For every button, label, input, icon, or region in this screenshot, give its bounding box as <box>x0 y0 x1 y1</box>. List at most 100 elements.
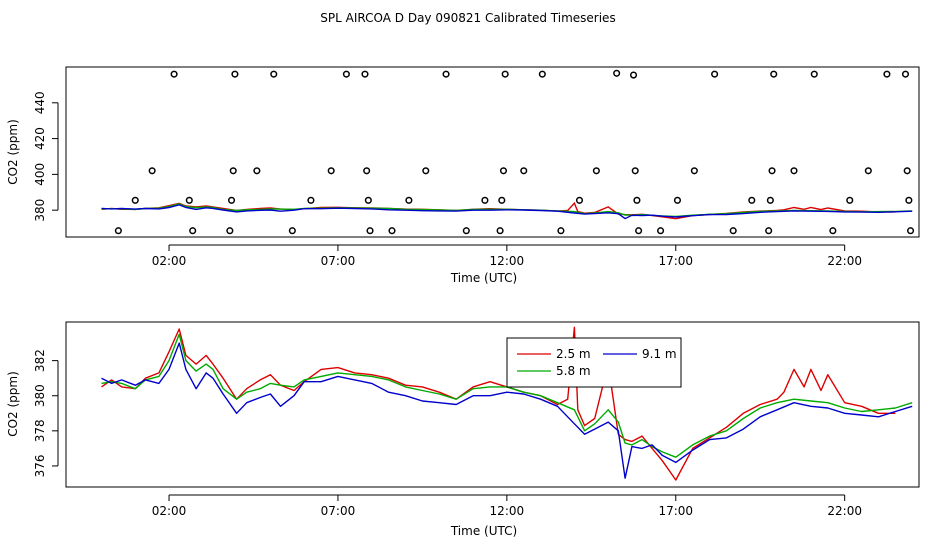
calibration-marker <box>131 196 139 204</box>
calibration-marker <box>366 227 374 235</box>
calibration-marker <box>883 70 891 78</box>
calibration-marker <box>557 227 565 235</box>
bottom-x-axis-label: Time (UTC) <box>450 524 517 538</box>
top-y-axis-label: CO2 (ppm) <box>6 119 20 185</box>
calibration-marker <box>690 167 698 175</box>
calibration-marker <box>575 196 584 204</box>
calibration-marker <box>729 227 737 235</box>
y-tick-label: 400 <box>33 163 47 186</box>
bottom-x-axis: 02:00 07:00 12:00 17:00 22:00 <box>152 494 862 518</box>
calibration-marker <box>673 196 682 204</box>
calibration-marker <box>520 167 528 175</box>
calibration-marker <box>342 70 350 78</box>
y-tick-label: 376 <box>33 454 47 477</box>
calibration-marker <box>270 70 278 78</box>
calibration-marker <box>226 227 234 235</box>
y-tick-label: 380 <box>33 384 47 407</box>
calibration-marker <box>501 70 509 78</box>
x-tick-label: 12:00 <box>490 254 525 268</box>
calibration-marker <box>327 167 335 175</box>
calibration-marker <box>613 69 621 77</box>
bottom-y-axis: 376 378 380 382 <box>33 349 59 477</box>
calibration-marker <box>901 70 910 78</box>
calibration-marker <box>227 196 236 204</box>
top-data-markers <box>114 69 915 235</box>
calibration-marker <box>307 196 315 204</box>
calibration-marker <box>364 196 372 204</box>
calibration-marker <box>422 167 430 175</box>
calibration-marker <box>748 196 756 204</box>
calibration-marker <box>770 70 778 78</box>
x-tick-label: 07:00 <box>321 504 356 518</box>
calibration-marker <box>361 70 369 78</box>
y-tick-label: 380 <box>33 199 47 222</box>
legend: 2.5 m 5.8 m 9.1 m <box>506 337 682 388</box>
y-tick-label: 420 <box>33 127 47 150</box>
calibration-marker <box>253 167 261 175</box>
calibration-marker <box>629 71 638 79</box>
calibration-marker <box>442 70 450 78</box>
bottom-plot-frame <box>65 321 920 488</box>
legend-label-5-8m: 5.8 m <box>556 364 591 378</box>
x-tick-label: 07:00 <box>321 254 356 268</box>
calibration-marker <box>765 227 773 235</box>
top-x-axis-label: Time (UTC) <box>450 271 517 285</box>
top-series-line-5-8-m <box>101 203 913 218</box>
chart-title: SPL AIRCOA D Day 090821 Calibrated Times… <box>320 11 615 25</box>
calibration-marker <box>829 227 837 235</box>
calibration-marker <box>462 227 470 235</box>
calibration-marker <box>170 70 178 78</box>
top-data-lines <box>101 201 913 220</box>
calibration-marker <box>496 227 504 235</box>
bottom-data-lines <box>101 326 913 481</box>
calibration-marker <box>631 167 639 175</box>
calibration-marker <box>498 196 506 204</box>
bottom-y-axis-label: CO2 (ppm) <box>6 371 20 437</box>
calibration-marker <box>633 196 641 204</box>
calibration-marker <box>864 167 872 175</box>
calibration-marker <box>768 167 776 175</box>
calibration-marker <box>363 167 371 175</box>
calibration-marker <box>905 196 913 204</box>
calibration-marker <box>388 227 396 235</box>
calibration-marker <box>790 167 798 175</box>
top-series-line-9-1-m <box>101 204 913 220</box>
series-line-5-8-m <box>101 333 913 458</box>
y-tick-label: 382 <box>33 349 47 372</box>
x-tick-label: 02:00 <box>152 254 187 268</box>
calibration-marker <box>189 227 197 235</box>
x-tick-label: 17:00 <box>658 254 693 268</box>
calibration-marker <box>635 227 643 235</box>
calibration-marker <box>499 167 508 175</box>
top-panel: 02:00 07:00 12:00 17:00 22:00 380 400 420 440 T… <box>6 66 920 285</box>
calibration-marker <box>481 196 489 204</box>
legend-label-9-1m: 9.1 m <box>642 347 677 361</box>
x-tick-label: 22:00 <box>827 504 862 518</box>
calibration-marker <box>229 167 237 175</box>
legend-box <box>506 337 682 388</box>
series-line-9-1-m <box>101 342 913 479</box>
x-tick-label: 12:00 <box>490 504 525 518</box>
calibration-marker <box>114 227 122 235</box>
x-tick-label: 02:00 <box>152 504 187 518</box>
calibration-marker <box>711 70 719 78</box>
y-tick-label: 440 <box>33 91 47 114</box>
calibration-marker <box>592 167 600 175</box>
calibration-marker <box>903 167 911 175</box>
calibration-marker <box>231 70 239 78</box>
top-plot-frame <box>65 66 920 238</box>
calibration-marker <box>907 227 915 235</box>
top-y-axis: 380 400 420 440 <box>33 91 59 222</box>
y-tick-label: 378 <box>33 419 47 442</box>
calibration-marker <box>538 70 546 78</box>
calibration-marker <box>288 227 296 235</box>
calibration-marker <box>766 196 774 204</box>
calibration-marker <box>657 227 665 235</box>
x-tick-label: 17:00 <box>658 504 693 518</box>
calibration-marker <box>185 196 193 204</box>
calibration-marker <box>148 167 156 175</box>
top-x-axis: 02:00 07:00 12:00 17:00 22:00 <box>152 244 862 268</box>
x-tick-label: 22:00 <box>827 254 862 268</box>
calibration-marker <box>846 196 854 204</box>
